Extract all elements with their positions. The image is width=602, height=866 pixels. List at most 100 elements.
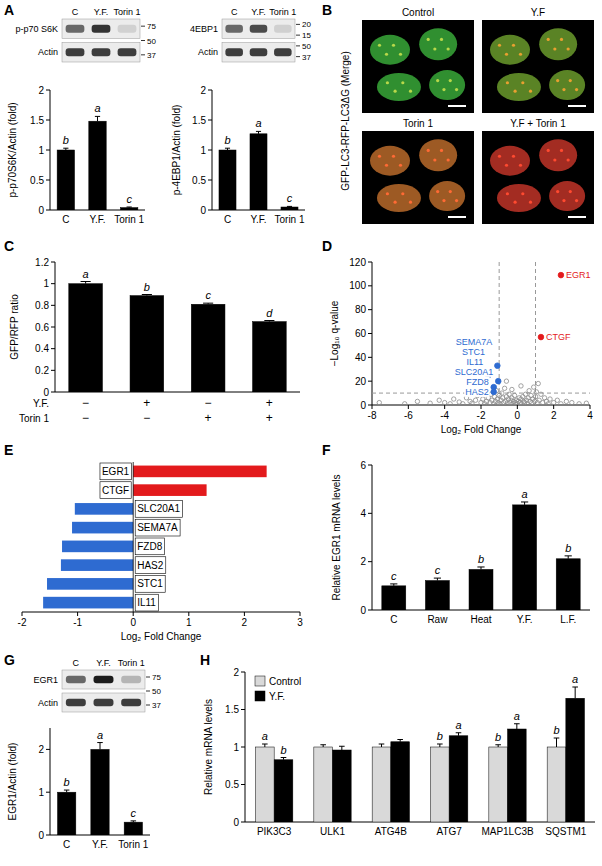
tick-label: 1.5 (192, 115, 206, 126)
band (94, 676, 114, 684)
label-patch (465, 357, 484, 367)
significance-letter: a (97, 729, 103, 741)
image-title: Y.F + Torin 1 (510, 118, 566, 129)
error-cap (281, 757, 287, 758)
y-axis (50, 728, 51, 835)
bar (391, 742, 410, 822)
category-label: ATG4B (375, 826, 407, 837)
blot-strip (62, 19, 140, 39)
puncta (567, 158, 570, 161)
bar-chart: EGR1CTGFSLC20A1SEMA7AFZD8HAS2STC1IL11-2-… (18, 462, 304, 642)
tick-label: -1 (73, 617, 82, 628)
tick-label: 0.5 (225, 779, 239, 790)
tick-label: -2 (18, 617, 27, 628)
tick (51, 327, 55, 328)
bar (256, 747, 275, 822)
puncta (399, 53, 402, 56)
category-label: CTGF (102, 485, 129, 496)
marker-label: 37 (147, 51, 156, 60)
tick-label: 0.5 (192, 175, 206, 186)
tick-label: -4 (440, 410, 449, 421)
tick-label: 0.4 (35, 343, 49, 354)
axis-title: −Log₁₀ q-value (329, 300, 340, 366)
tick (368, 357, 372, 358)
tick-label: 2 (360, 556, 366, 567)
category-label: C (63, 839, 70, 850)
bars (256, 687, 585, 822)
puncta (442, 199, 445, 202)
legend-label: Control (269, 676, 301, 687)
point-label: CTGF (546, 332, 571, 342)
panel-letter: H (200, 652, 210, 668)
puncta (575, 199, 578, 202)
significance-letter: a (83, 268, 89, 280)
point (428, 401, 432, 405)
puncta (547, 149, 550, 152)
point (519, 384, 523, 388)
band (92, 48, 111, 56)
tick-label: 0.8 (35, 300, 49, 311)
tick-label: 2 (242, 617, 248, 628)
point (559, 402, 563, 405)
micrographs: GFP-LC3-RFP-LC3ΔG (Merge)ControlY.FTorin… (340, 7, 594, 224)
cell (539, 28, 577, 60)
error-cap (127, 207, 132, 208)
tick-label: 4 (360, 508, 366, 519)
puncta (505, 53, 508, 56)
error-cap (554, 738, 560, 739)
puncta (547, 38, 550, 41)
tick-label: -6 (404, 410, 413, 421)
cell (549, 181, 585, 211)
row-label: Actin (198, 47, 218, 57)
point (415, 399, 419, 403)
bar (253, 322, 287, 392)
error-cap (63, 148, 68, 149)
significance-letter: b (144, 281, 150, 293)
tick-label: 1 (38, 145, 44, 156)
table-cell: + (266, 396, 273, 410)
cell (377, 73, 421, 101)
puncta (560, 149, 563, 152)
error-cap (203, 303, 213, 304)
lane-label: Torin 1 (269, 7, 296, 17)
category-label: IL11 (137, 597, 156, 608)
tick-label: 80 (355, 304, 367, 315)
category-label: ULK1 (320, 826, 345, 837)
micrograph (362, 20, 474, 113)
category-label: C (390, 614, 397, 625)
error-line (556, 738, 557, 747)
puncta (436, 79, 439, 82)
puncta (401, 81, 404, 84)
significance-letter: a (455, 719, 461, 731)
puncta (556, 190, 559, 193)
point (538, 334, 544, 340)
band (118, 48, 137, 56)
point (504, 379, 508, 383)
error-cap (131, 820, 137, 821)
point (442, 400, 446, 404)
puncta (427, 38, 430, 41)
bar (449, 736, 468, 822)
marker-tick (296, 45, 300, 46)
category-label: EGR1 (102, 466, 130, 477)
band (66, 699, 86, 707)
error-cap (142, 294, 152, 295)
x-axis (245, 822, 595, 823)
tick-label: 1.5 (30, 115, 44, 126)
tick-label: 2 (38, 85, 44, 96)
tick-label: 4 (587, 410, 593, 421)
image-title: Torin 1 (403, 118, 433, 129)
significance-letter: a (522, 488, 528, 500)
puncta (378, 44, 381, 47)
puncta (433, 158, 436, 161)
bar (89, 121, 106, 210)
band (250, 48, 268, 56)
puncta (433, 47, 436, 50)
tick-label: 2 (551, 410, 557, 421)
bar (372, 747, 391, 822)
tick (408, 405, 409, 409)
error-bar (64, 790, 69, 792)
label-patch (455, 337, 494, 347)
error-bar (203, 303, 213, 304)
figure: ABCDEFGHCY.F.Torin 1p-p70 S6KActin755037… (0, 0, 602, 866)
